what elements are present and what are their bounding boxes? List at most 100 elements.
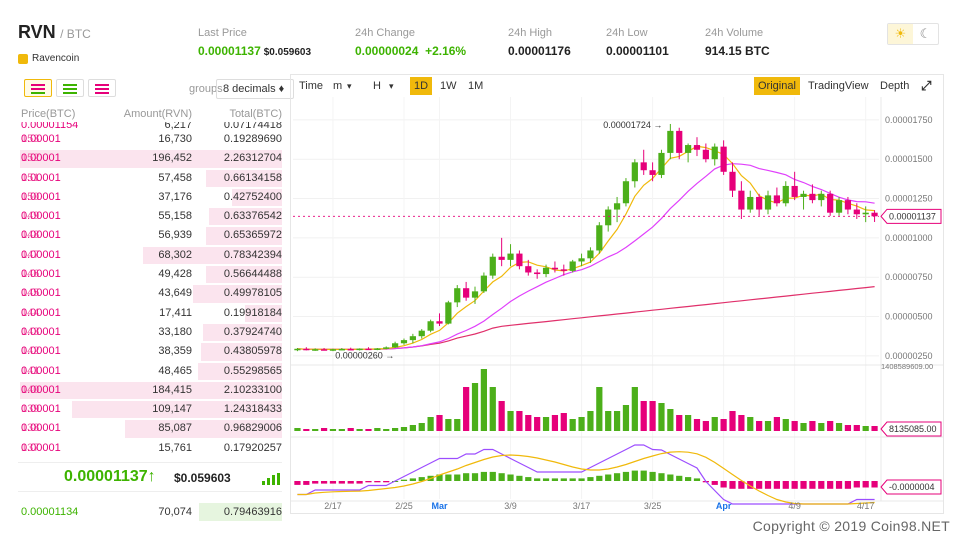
- volume-bar: [329, 429, 337, 431]
- candle-body: [827, 193, 834, 213]
- ask-row[interactable]: 0.00001 140 184,415 2.10233100: [18, 381, 282, 400]
- candle-body: [463, 288, 470, 298]
- ask-row[interactable]: 0.00001 150 37,176 0.42752400: [18, 188, 282, 207]
- low-annotation: 0.00000260 →: [335, 350, 394, 360]
- macd-bar: [809, 481, 816, 489]
- volume-bar: [534, 417, 541, 431]
- candle-body: [613, 203, 621, 210]
- volume-bar: [525, 415, 532, 431]
- candle-body: [489, 256, 496, 276]
- volume-bar: [498, 401, 505, 431]
- ask-row[interactable]: 0.00001 153 16,730 0.19289690: [18, 130, 282, 149]
- candle-body: [383, 347, 390, 349]
- volume-bar: [676, 415, 683, 431]
- view-original-button[interactable]: Original: [754, 77, 800, 95]
- ask-price: 0.00001154: [21, 122, 79, 130]
- y-axis-label: 0.00001000: [885, 233, 933, 243]
- ask-row[interactable]: 0.00001 142 38,359 0.43805978: [18, 342, 282, 361]
- stat-label: 24h High: [508, 27, 553, 39]
- candle-body: [409, 336, 416, 341]
- macd-bar: [489, 471, 496, 481]
- view-both-button[interactable]: [24, 79, 52, 97]
- volume-bar: [454, 419, 461, 431]
- macd-bar: [365, 481, 372, 483]
- interval-1m-button[interactable]: 1M: [468, 80, 484, 92]
- candle-body: [667, 130, 674, 153]
- view-asks-button[interactable]: [88, 79, 116, 97]
- decimals-select[interactable]: 8 decimals ♦: [216, 79, 294, 99]
- minute-select[interactable]: m: [333, 80, 343, 92]
- candle-body: [729, 171, 736, 191]
- candle-body: [596, 225, 603, 251]
- view-depth-button[interactable]: Depth: [880, 80, 910, 92]
- macd-bar: [560, 478, 567, 481]
- macd-bar: [613, 473, 621, 481]
- ask-depth-bar: [206, 266, 282, 284]
- view-bids-button[interactable]: [56, 79, 84, 97]
- interval-1w-button[interactable]: 1W: [440, 80, 457, 92]
- interval-1d-button[interactable]: 1D: [410, 77, 433, 95]
- ask-total: 0.43805978: [223, 345, 282, 358]
- macd-bar: [338, 481, 345, 484]
- candle-body: [756, 196, 763, 210]
- macd-bar: [294, 481, 301, 485]
- hour-chevron-down-icon[interactable]: ▾: [389, 81, 394, 91]
- volume-bar: [463, 387, 470, 431]
- ask-row[interactable]: 0.00001 137 15,761 0.17920257: [18, 439, 282, 458]
- macd-bar: [480, 471, 488, 481]
- candle-body: [684, 145, 692, 153]
- ask-depth-bar: [203, 323, 282, 342]
- ask-row[interactable]: 0.00001154 6,217 0.07174418: [18, 122, 282, 130]
- candle-body: [391, 343, 399, 348]
- last-price-tag-label: 0.00001137: [889, 211, 936, 221]
- macd-bar: [622, 471, 630, 481]
- volume-bar: [578, 417, 585, 431]
- macd-bar: [605, 474, 612, 481]
- macd-bar: [454, 474, 461, 481]
- ask-row[interactable]: 0.00001 152 196,452 2.26312704: [18, 149, 282, 168]
- ask-row[interactable]: 0.00001 147 68,302 0.78342394: [18, 246, 282, 265]
- x-axis-label: 4/9: [788, 501, 801, 511]
- ask-amount: 6,217: [164, 122, 192, 130]
- fullscreen-icon[interactable]: ⤢: [921, 78, 932, 93]
- ask-depth-bar: [245, 304, 282, 322]
- ask-row[interactable]: 0.00001 141 48,465 0.55298565: [18, 362, 282, 381]
- sun-icon[interactable]: ☀: [888, 24, 913, 44]
- volume-bar: [844, 425, 852, 431]
- macd-bar: [463, 473, 470, 481]
- volume-bar: [729, 411, 736, 431]
- macd-tag: [880, 479, 942, 495]
- view-tradingview-button[interactable]: TradingView: [808, 80, 869, 92]
- ask-row[interactable]: 0.00001 146 49,428 0.56644488: [18, 265, 282, 284]
- candle-body: [738, 190, 745, 210]
- signal-icon: [262, 473, 280, 486]
- ask-row[interactable]: 0.00001 138 85,087 0.96829006: [18, 419, 282, 438]
- minute-chevron-down-icon[interactable]: ▾: [347, 81, 352, 91]
- macd-bar: [507, 474, 514, 481]
- ask-amount: 196,452: [152, 152, 192, 165]
- ask-row[interactable]: 0.00001 139 109,147 1.24318433: [18, 400, 282, 419]
- theme-toggle[interactable]: ☀ ☾: [887, 23, 939, 45]
- volume-bar: [649, 401, 656, 431]
- macd-bar: [818, 481, 825, 489]
- ask-total: 0.55298565: [223, 364, 282, 377]
- ask-row[interactable]: 0.00001 149 55,158 0.63376542: [18, 207, 282, 226]
- ask-row[interactable]: 0.00001 143 33,180 0.37924740: [18, 323, 282, 342]
- volume-bar: [418, 423, 425, 431]
- candle-body: [498, 256, 505, 260]
- ask-price: 0.00001 137: [21, 441, 61, 454]
- volume-bar: [391, 428, 399, 431]
- ask-row[interactable]: 0.00001 144 17,411 0.19918184: [18, 304, 282, 323]
- candlestick-chart[interactable]: 0.00001724 → 0.00000260 → 0.00001750 0.0000…: [291, 97, 943, 513]
- ask-row[interactable]: 0.00001 145 43,649 0.49978105: [18, 284, 282, 303]
- bid-row[interactable]: 0.00001134 70,074 0.79463916: [18, 502, 282, 522]
- volume-bar: [516, 411, 523, 431]
- macd-bar: [658, 473, 665, 481]
- volume-bar: [471, 383, 479, 431]
- volume-bar: [800, 423, 807, 431]
- stat-label: 24h Volume: [705, 27, 764, 39]
- ask-row[interactable]: 0.00001 151 57,458 0.66134158: [18, 169, 282, 188]
- moon-icon[interactable]: ☾: [919, 26, 932, 41]
- ask-row[interactable]: 0.00001 148 56,939 0.65365972: [18, 226, 282, 245]
- hour-select[interactable]: H: [373, 80, 381, 92]
